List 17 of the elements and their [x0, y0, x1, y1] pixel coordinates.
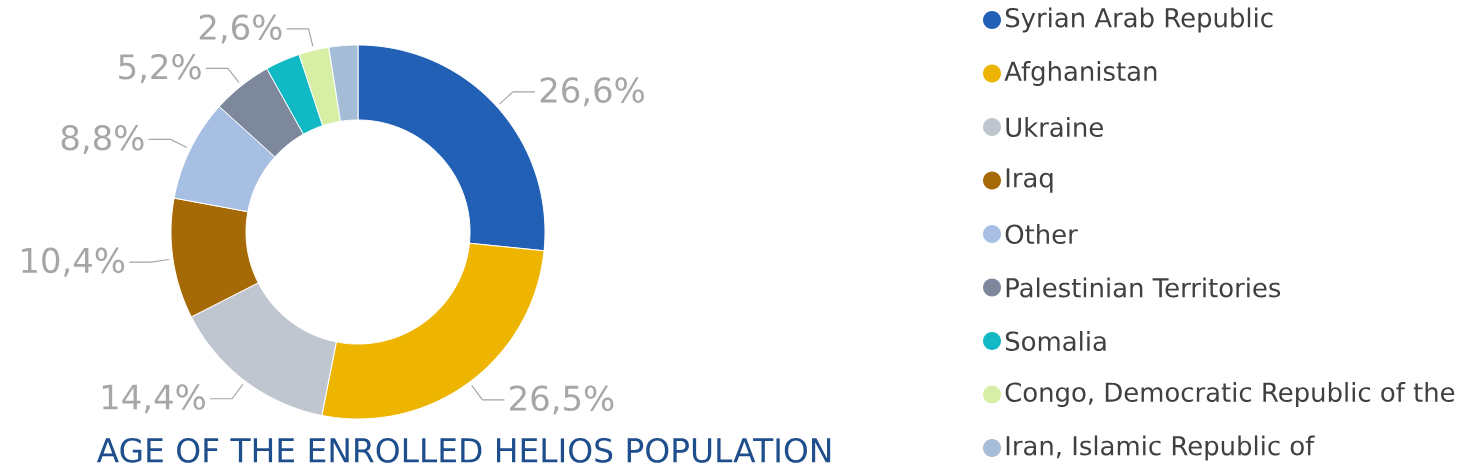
data-label: 5,2% — [119, 53, 201, 84]
data-label: 26,6% — [540, 77, 644, 107]
legend-label: Congo, Democratic Republic of the — [1005, 381, 1455, 408]
data-label: 14,4% — [102, 384, 205, 414]
legend-label: Afghanistan — [1004, 60, 1157, 87]
data-label: 8,8% — [61, 124, 144, 154]
legend-label: Iran, Islamic Republic of — [1006, 435, 1315, 461]
legend-label: Palestinian Territories — [1006, 277, 1281, 298]
legend-label: Somalia — [1005, 330, 1106, 352]
legend-label: Syrian Arab Republic — [1005, 7, 1273, 33]
data-label: 10,4% — [22, 247, 125, 277]
text: AGE OF THE ENROLLED HELIOS POPULATION — [96, 437, 831, 463]
data-label: 26,5% — [510, 385, 614, 415]
legend-label: Ukraine — [1006, 116, 1103, 138]
legend-label: Other — [1005, 223, 1078, 245]
legend-label: Iraq — [1006, 168, 1053, 193]
data-label: 2,6% — [199, 14, 282, 44]
